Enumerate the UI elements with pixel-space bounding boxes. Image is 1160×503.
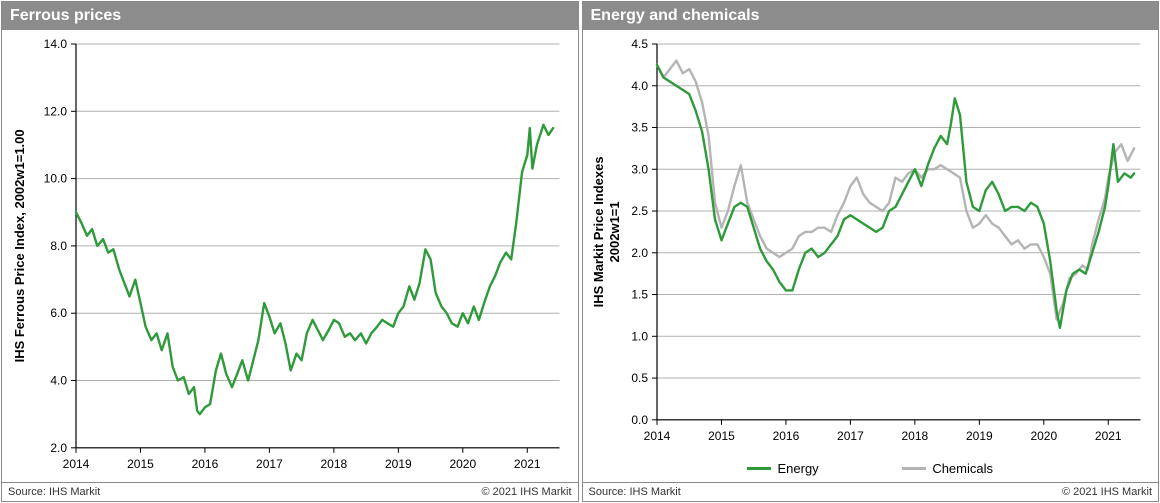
svg-text:IHS Ferrous Price Index, 2002w: IHS Ferrous Price Index, 2002w1=1.00: [12, 130, 27, 363]
svg-text:2014: 2014: [643, 429, 670, 443]
svg-text:12.0: 12.0: [44, 104, 68, 118]
svg-text:IHS Markit Price Indexes: IHS Markit Price Indexes: [591, 157, 606, 308]
svg-text:2014: 2014: [63, 457, 90, 471]
left-panel: Ferrous prices 2.04.06.08.010.012.014.02…: [1, 1, 579, 502]
svg-text:2.0: 2.0: [50, 441, 67, 455]
svg-text:2.0: 2.0: [631, 246, 648, 260]
right-chart-svg: 0.0 0.5 1.0 1.5 2.0 2.5 3.0 3.5 4.0 4.5 2014 2015 20…: [583, 30, 1159, 454]
svg-text:2019: 2019: [385, 457, 412, 471]
legend-swatch-chemicals: [902, 467, 926, 470]
chart-panels: Ferrous prices 2.04.06.08.010.012.014.02…: [0, 0, 1160, 503]
svg-text:4.5: 4.5: [631, 37, 648, 51]
legend-label-energy: Energy: [777, 461, 818, 476]
left-chart-svg: 2.0 4.0 6.0 8.0 10.0 12.0 14.0 2014 2015 2016 2017…: [2, 30, 578, 482]
right-chart-area: 0.0 0.5 1.0 1.5 2.0 2.5 3.0 3.5 4.0 4.5 2014 2015 20…: [583, 30, 1159, 454]
svg-text:2016: 2016: [192, 457, 219, 471]
right-footer: Source: IHS Markit © 2021 IHS Markit: [583, 482, 1159, 501]
right-panel-title: Energy and chemicals: [583, 2, 1159, 30]
legend-label-chemicals: Chemicals: [932, 461, 993, 476]
svg-text:2002w1=1: 2002w1=1: [607, 202, 622, 263]
svg-text:2021: 2021: [1094, 429, 1121, 443]
right-panel: Energy and chemicals 0.0 0.5 1.0 1.5 2.0 2.5 3…: [582, 1, 1160, 502]
svg-text:2020: 2020: [449, 457, 476, 471]
left-copyright-label: © 2021 IHS Markit: [481, 486, 571, 498]
legend-swatch-energy: [747, 467, 771, 470]
right-source-label: Source: IHS Markit: [589, 486, 681, 498]
left-source-label: Source: IHS Markit: [8, 486, 100, 498]
right-copyright-label: © 2021 IHS Markit: [1062, 486, 1152, 498]
svg-text:2020: 2020: [1030, 429, 1057, 443]
left-chart-area: 2.0 4.0 6.0 8.0 10.0 12.0 14.0 2014 2015 2016 2017…: [2, 30, 578, 482]
legend-item-energy: Energy: [747, 461, 818, 476]
svg-text:2017: 2017: [837, 429, 864, 443]
svg-text:2021: 2021: [514, 457, 541, 471]
svg-text:14.0: 14.0: [44, 37, 68, 51]
svg-text:3.5: 3.5: [631, 121, 648, 135]
svg-text:4.0: 4.0: [631, 79, 648, 93]
svg-text:0.5: 0.5: [631, 371, 648, 385]
svg-text:2.5: 2.5: [631, 204, 648, 218]
left-footer: Source: IHS Markit © 2021 IHS Markit: [2, 482, 578, 501]
svg-text:2018: 2018: [901, 429, 928, 443]
svg-text:2015: 2015: [127, 457, 154, 471]
svg-text:2016: 2016: [772, 429, 799, 443]
svg-text:8.0: 8.0: [50, 239, 67, 253]
svg-text:1.5: 1.5: [631, 288, 648, 302]
svg-text:6.0: 6.0: [50, 306, 67, 320]
svg-text:4.0: 4.0: [50, 374, 67, 388]
legend-item-chemicals: Chemicals: [902, 461, 993, 476]
left-panel-title: Ferrous prices: [2, 2, 578, 30]
svg-text:0.0: 0.0: [631, 413, 648, 427]
right-legend: Energy Chemicals: [583, 454, 1159, 482]
svg-text:2018: 2018: [321, 457, 348, 471]
svg-text:3.0: 3.0: [631, 162, 648, 176]
svg-text:10.0: 10.0: [44, 172, 68, 186]
svg-text:2019: 2019: [965, 429, 992, 443]
svg-text:1.0: 1.0: [631, 329, 648, 343]
svg-text:2017: 2017: [256, 457, 283, 471]
svg-text:2015: 2015: [708, 429, 735, 443]
